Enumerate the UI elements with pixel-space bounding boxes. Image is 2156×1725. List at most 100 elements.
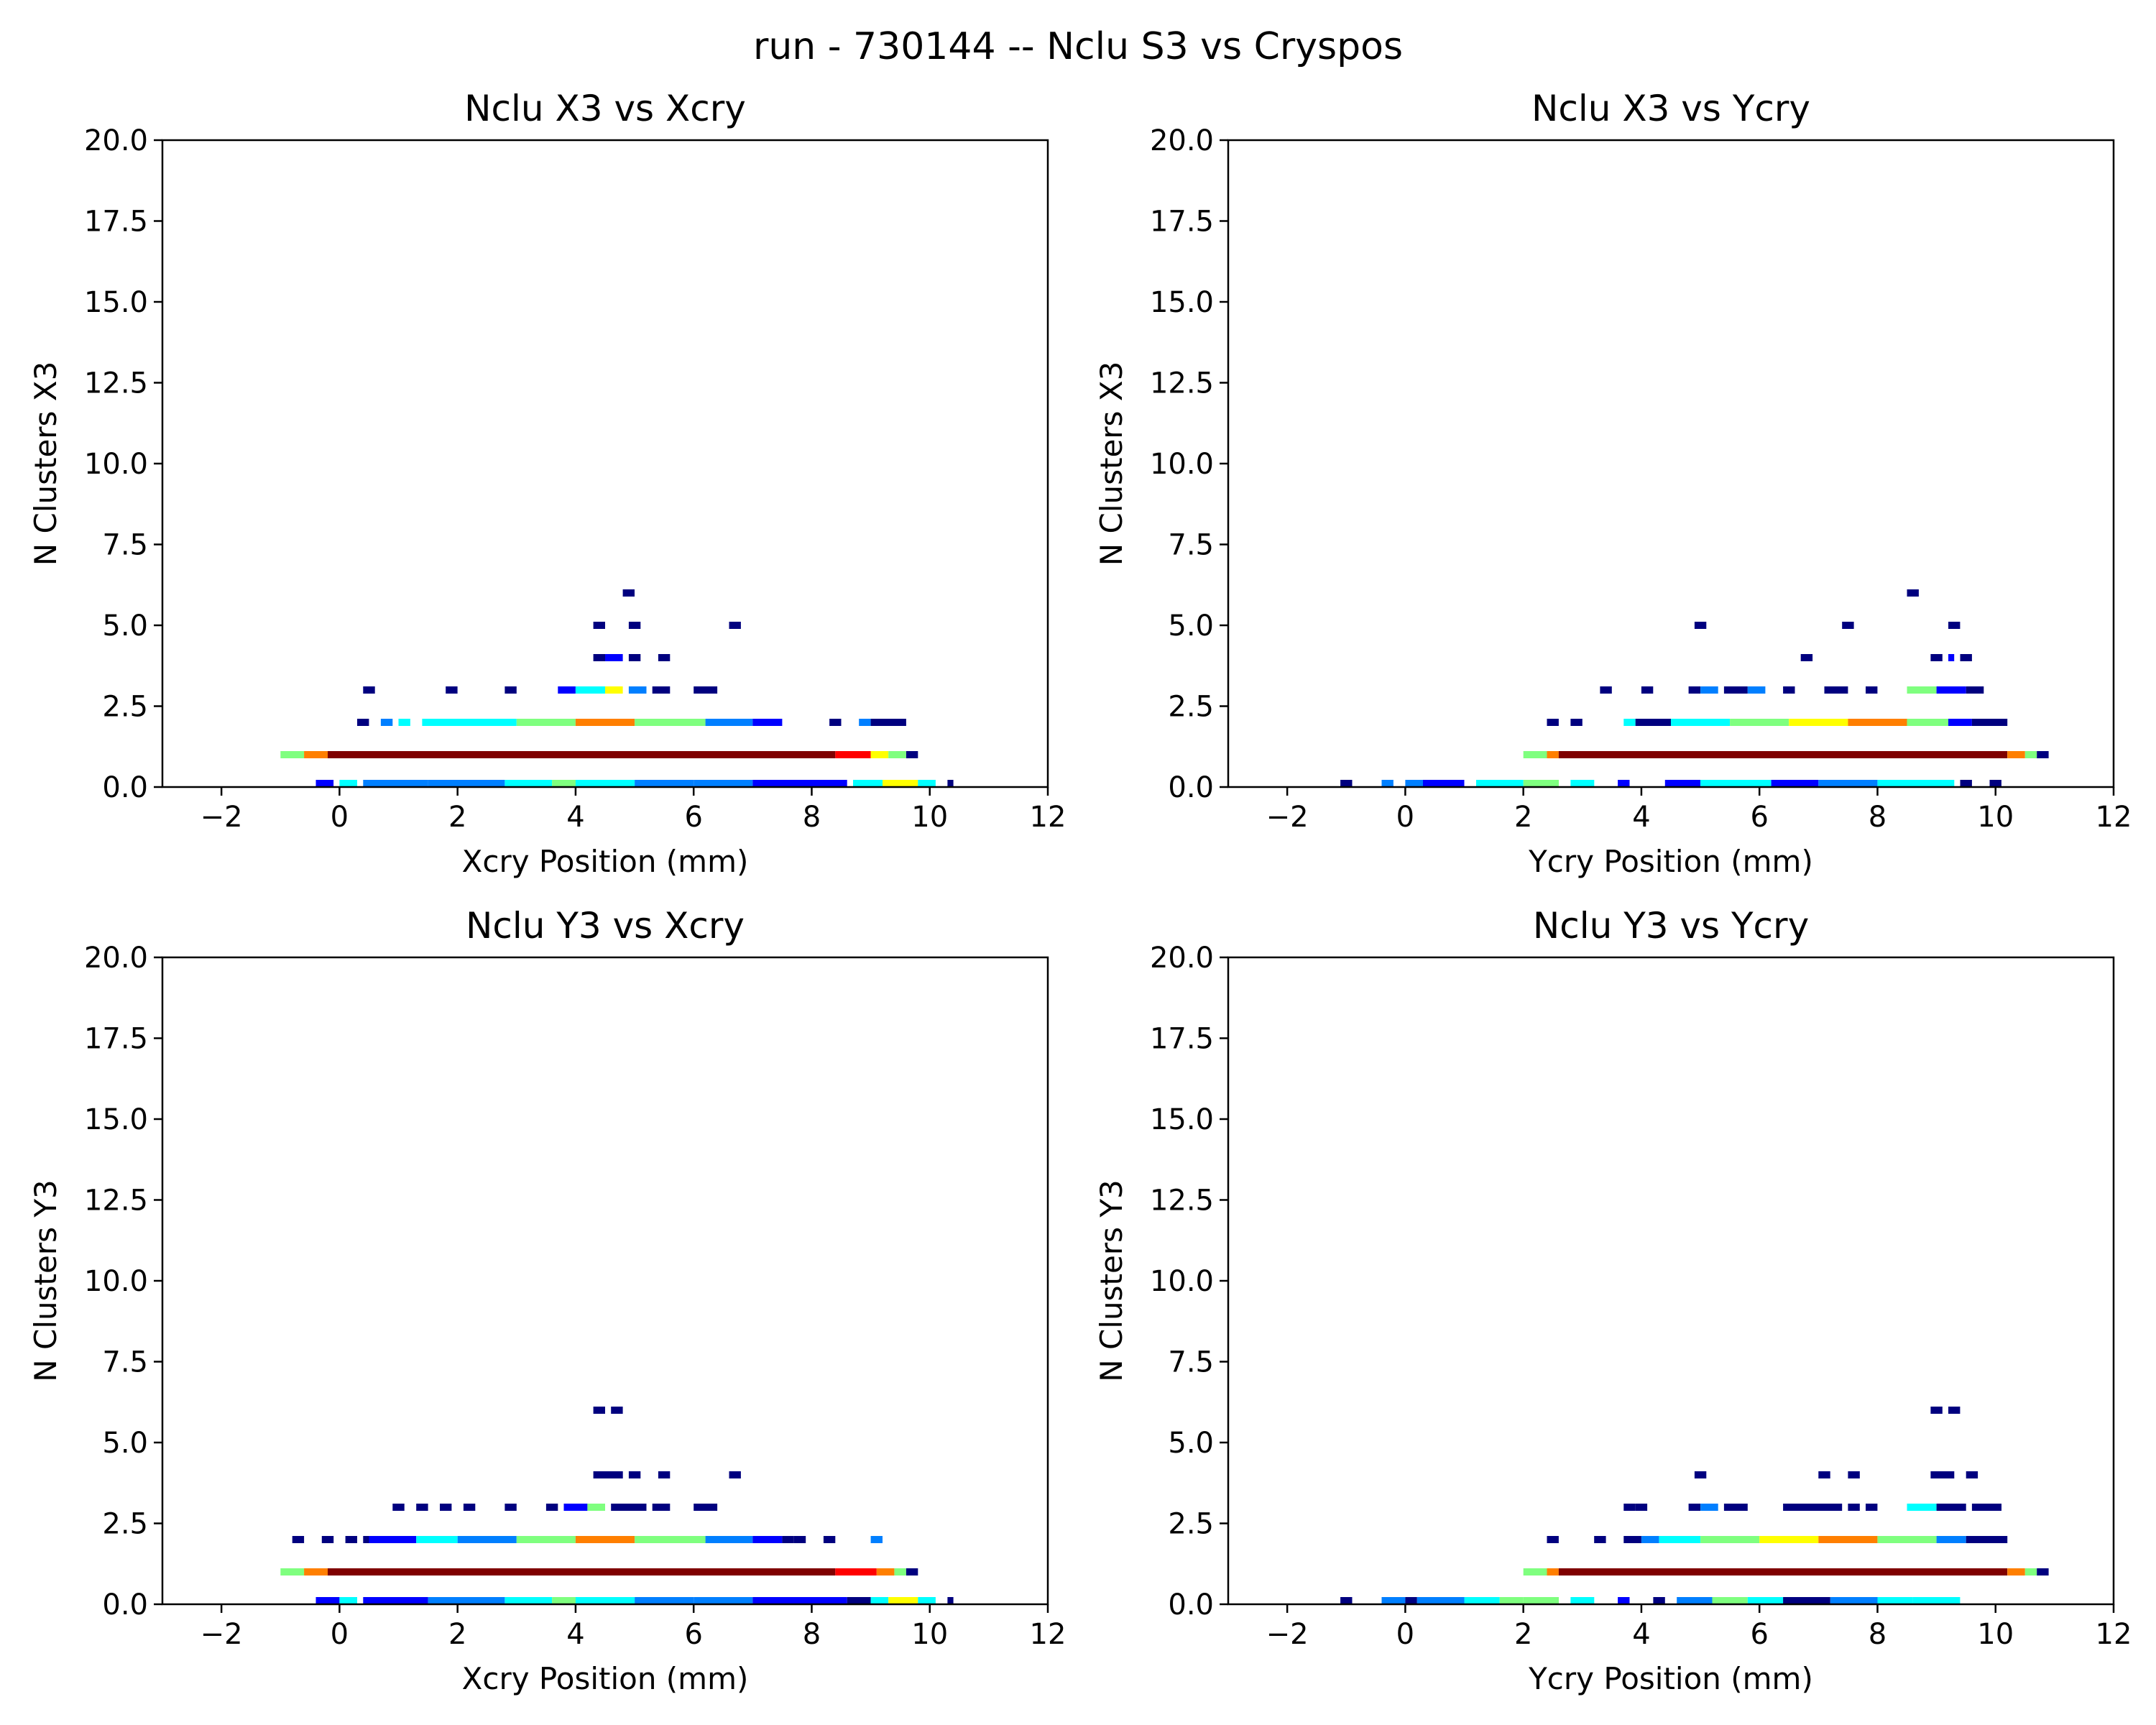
heatmap-cell — [1340, 1597, 1353, 1604]
heatmap-cell — [1499, 1597, 1524, 1604]
heatmap-cell — [1966, 1471, 1978, 1478]
x-tick-label: 8 — [803, 801, 821, 834]
heatmap-cell — [1866, 686, 1878, 694]
heatmap-cell — [1936, 1504, 1966, 1511]
heatmap-cell — [658, 1471, 671, 1478]
heatmap-cell — [1747, 686, 1766, 694]
heatmap-cell — [729, 1471, 741, 1478]
x-axis-ticks: −2 0 2 4 6 8 10 12 — [1266, 1604, 2132, 1651]
heatmap-cell — [1907, 719, 1948, 726]
heatmap-cell — [1600, 686, 1612, 694]
heatmap-cell — [1866, 1504, 1878, 1511]
heatmap-cell — [605, 654, 623, 661]
heatmap-cell — [2037, 751, 2049, 758]
heatmap-cell — [1948, 1407, 1961, 1414]
heatmap-cell — [416, 1504, 428, 1511]
y-axis-ticks: 0.0 2.5 5.0 7.5 10.0 12.5 15.0 17.5 20.0 — [1150, 124, 1228, 804]
heatmap-cell — [1694, 1471, 1707, 1478]
heatmap-cell — [1818, 1536, 1878, 1543]
heatmap-cell — [545, 1504, 558, 1511]
heatmap-cell — [628, 622, 641, 629]
y-tick-label: 10.0 — [84, 1265, 148, 1298]
heatmap-cell — [575, 686, 605, 694]
axes-frame — [161, 139, 1049, 788]
y-tick-label: 0.0 — [1168, 771, 1214, 804]
y-axis-ticks: 0.0 2.5 5.0 7.5 10.0 12.5 15.0 17.5 20.0 — [84, 942, 162, 1622]
x-axis-ticks: −2 0 2 4 6 8 10 12 — [201, 1604, 1066, 1651]
heatmap-cell — [575, 780, 635, 787]
heatmap-cell — [1694, 622, 1707, 629]
heatmap-cell — [1416, 1597, 1465, 1604]
y-tick-label: 15.0 — [84, 1103, 148, 1136]
heatmap-cell — [1523, 1597, 1559, 1604]
heatmap-cell — [428, 1597, 505, 1604]
heatmap-cell — [1907, 589, 1919, 597]
x-tick-label: 0 — [1396, 801, 1414, 834]
heatmap-cell — [339, 780, 357, 787]
heatmap-cell — [1966, 686, 1984, 694]
x-tick-label: 12 — [2096, 801, 2132, 834]
x-tick-label: 2 — [1514, 801, 1532, 834]
heatmap-cell — [1558, 751, 2008, 758]
heatmap-cell — [1966, 1536, 2008, 1543]
heatmap-cell — [1641, 1536, 1659, 1543]
heatmap-cell — [1659, 1536, 1701, 1543]
y-tick-label: 5.0 — [102, 1427, 148, 1460]
heatmap-cell — [835, 1568, 877, 1576]
y-tick-label: 5.0 — [1168, 610, 1214, 643]
heatmap-cell — [321, 1536, 334, 1543]
heatmap-cell — [1730, 719, 1789, 726]
heatmap-cell — [1960, 654, 1972, 661]
heatmap-cell — [1594, 1536, 1606, 1543]
x-axis-ticks: −2 0 2 4 6 8 10 12 — [1266, 787, 2132, 834]
x-tick-label: 2 — [448, 801, 466, 834]
heatmap-cell — [894, 1568, 906, 1576]
heatmap-cell — [1523, 1568, 1547, 1576]
panel-x3-vs-xcry: Nclu X3 vs Xcry 0.0 2.5 5.0 7.5 10.0 12.5 15.0… — [28, 88, 1066, 879]
heatmap-cell — [1989, 780, 2001, 787]
x-tick-label: −2 — [1266, 1618, 1309, 1651]
heatmap-cell — [1712, 1597, 1748, 1604]
heatmap-cell — [883, 780, 918, 787]
heatmap-cell — [1547, 719, 1559, 726]
heatmap-cell — [1930, 654, 1943, 661]
heatmap-cell — [505, 780, 553, 787]
heatmap-cell — [859, 719, 871, 726]
y-axis-label: N Clusters Y3 — [28, 1179, 63, 1381]
heatmap-cell — [1930, 1407, 1943, 1414]
heatmap-cell — [1623, 1504, 1636, 1511]
heatmap-cell — [422, 719, 517, 726]
heatmap-cell — [1558, 1568, 2008, 1576]
heatmap-cell — [1948, 654, 1955, 661]
y-axis-label: N Clusters X3 — [28, 362, 63, 566]
heatmap-cell — [363, 1597, 428, 1604]
heatmap-cell — [1936, 1536, 1966, 1543]
heatmap-cell — [847, 1597, 871, 1604]
x-tick-label: 0 — [331, 1618, 349, 1651]
y-tick-label: 12.5 — [84, 367, 148, 400]
heatmap-cell — [1523, 780, 1559, 787]
heatmap-cell — [1824, 686, 1848, 694]
figure-suptitle: run - 730144 -- Nclu S3 vs Cryspos — [753, 25, 1403, 68]
heatmap-cell — [328, 1568, 836, 1576]
x-tick-label: 6 — [1750, 801, 1768, 834]
heatmap-cell — [1842, 622, 1854, 629]
heatmap-cell — [1700, 780, 1772, 787]
y-tick-label: 0.0 — [1168, 1588, 1214, 1622]
panel-y3-vs-ycry: Nclu Y3 vs Ycry 0.0 2.5 5.0 7.5 10.0 12.5 15.0… — [1094, 905, 2132, 1696]
heatmap-cell — [1771, 780, 1819, 787]
y-tick-label: 5.0 — [102, 610, 148, 643]
heatmap-cell — [829, 719, 842, 726]
x-tick-label: 6 — [684, 1618, 702, 1651]
heatmap-cell — [280, 751, 305, 758]
heatmap-cell — [339, 1597, 357, 1604]
heatmap-cell — [463, 1504, 476, 1511]
heatmap-cell — [729, 622, 741, 629]
heatmap-cell — [1700, 686, 1718, 694]
heatmap-cell — [1623, 719, 1636, 726]
heatmap-cell — [2037, 1568, 2049, 1576]
y-tick-label: 2.5 — [1168, 691, 1214, 724]
axes-frame — [1227, 956, 2115, 1606]
heatmap-cell — [315, 1597, 340, 1604]
heatmap-cell — [628, 686, 647, 694]
